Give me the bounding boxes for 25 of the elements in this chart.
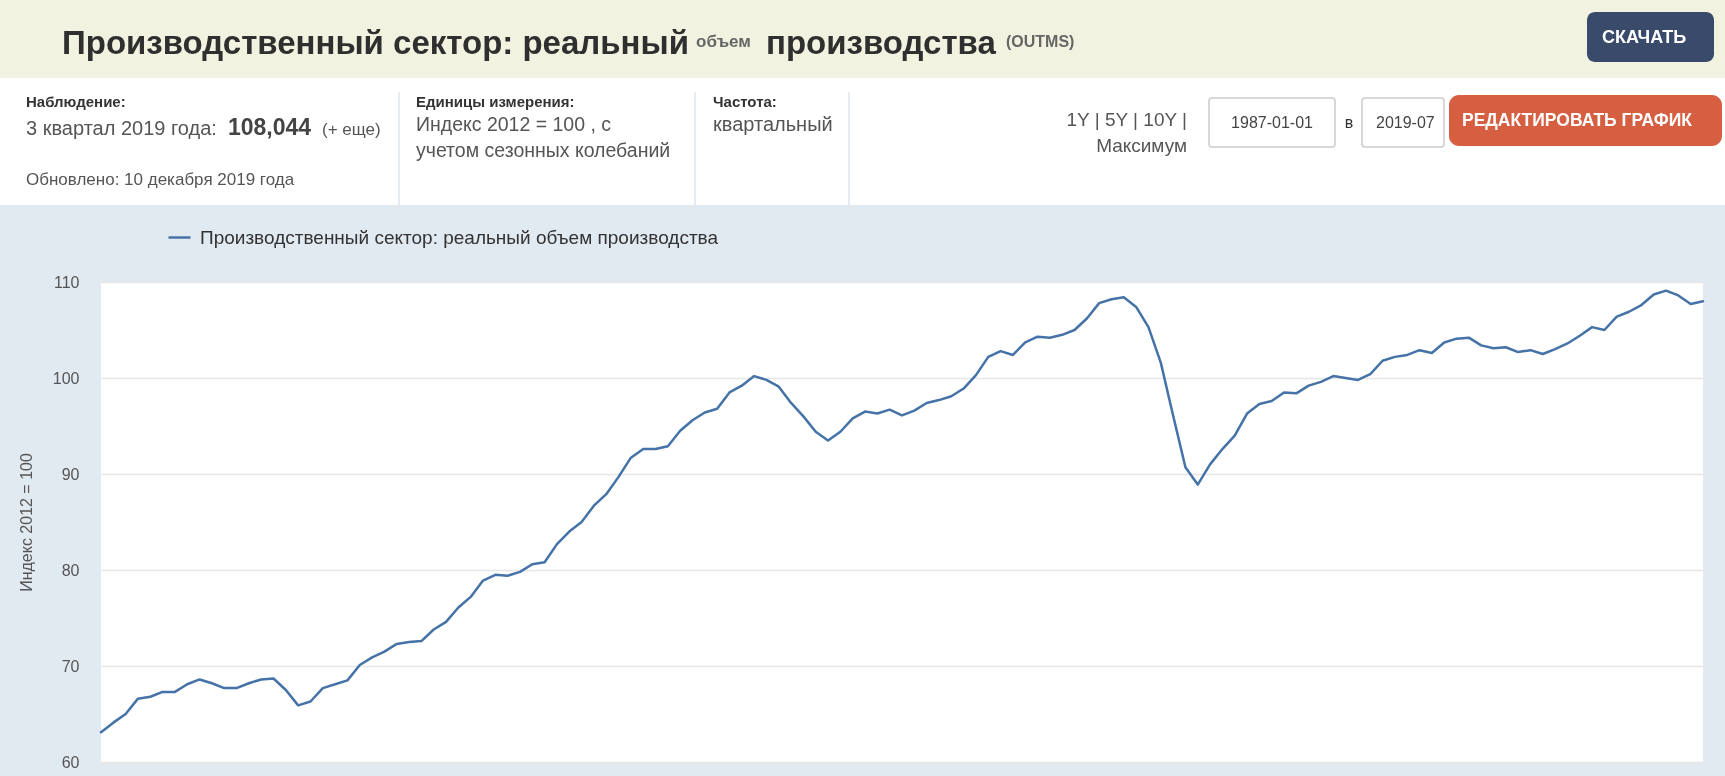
text: РЕДАКТИРОВАТЬ ГРАФИК [1462,110,1693,130]
text: 3 квартал 2019 года: [26,117,217,139]
y-tick-label: 60 [61,753,80,771]
y-tick-label: 90 [61,465,80,483]
y-tick-label: 110 [53,273,80,291]
y-tick-label: 80 [61,561,80,579]
chart-title: Производственный сектор: реальный объем производства (OUTMS) [62,24,1075,61]
text: Обновлено: 10 декабря 2019 года [26,170,295,189]
line-series [99,289,1705,734]
text: квартальный [713,113,833,135]
text: Единицы измерения: [416,93,575,110]
text: СКАЧАТЬ [1602,27,1687,47]
text: 1Y | 5Y | 10Y | Максимум [1066,109,1187,156]
text: в [1344,114,1354,131]
text: 2019-07 [1376,114,1435,131]
y-tick-label: 100 [52,369,80,387]
y-tick-label: 70 [61,657,80,675]
text: 1987-01-01 [1231,114,1314,131]
y-axis-title: Индекс 2012 = 100 [17,453,35,592]
legend-label: Производственный сектор: реальный объем производства [200,226,719,248]
text: (+ еще) [322,120,381,139]
text: Индекс 2012 = 100 , с учетом сезонных колебаний [416,113,671,161]
text: Частота: [713,93,777,110]
text: 108,044 [228,114,312,140]
text: Наблюдение: [26,93,126,110]
